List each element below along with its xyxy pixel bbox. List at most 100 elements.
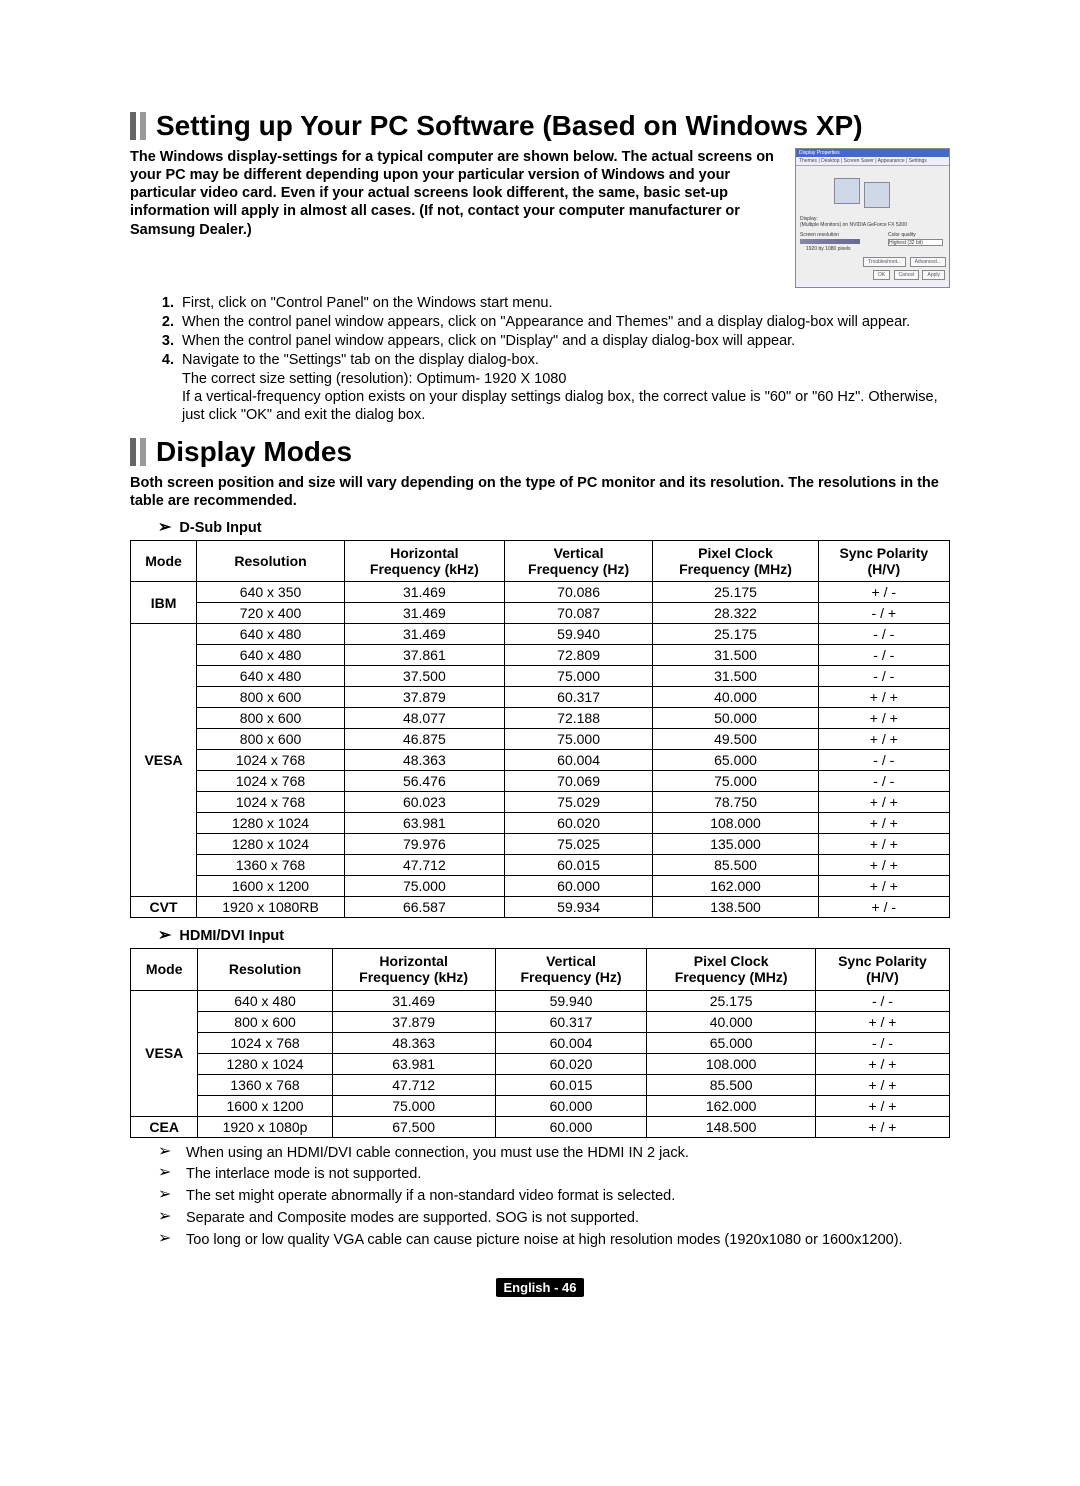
- table-cell: - / -: [818, 645, 949, 666]
- table-cell: 1024 x 768: [197, 750, 345, 771]
- table-cell: 60.015: [504, 855, 653, 876]
- display-properties-dialog: Display Properties Themes | Desktop | Sc…: [795, 148, 950, 288]
- table-row: VESA640 x 48031.46959.94025.175- / -: [131, 624, 950, 645]
- table-cell: 108.000: [653, 813, 818, 834]
- table-header: Vertical Frequency (Hz): [495, 949, 647, 990]
- table-row: 720 x 40031.46970.08728.322- / +: [131, 603, 950, 624]
- table-cell: 37.861: [345, 645, 505, 666]
- dialog-body: Display: (Multiple Monitors) on NVIDIA G…: [796, 166, 949, 256]
- table-cell: 48.077: [345, 708, 505, 729]
- note-text: Separate and Composite modes are support…: [186, 1210, 639, 1226]
- notes-list: ➢When using an HDMI/DVI cable connection…: [158, 1144, 950, 1250]
- note-item: ➢Too long or low quality VGA cable can c…: [158, 1231, 950, 1250]
- arrow-icon: ➢: [158, 1231, 171, 1247]
- table-row: 800 x 60046.87575.00049.500+ / +: [131, 729, 950, 750]
- table-cell: 1024 x 768: [197, 792, 345, 813]
- table-header: Mode: [131, 541, 197, 582]
- table-cell: 31.469: [345, 582, 505, 603]
- table-cell: + / -: [818, 582, 949, 603]
- table-cell: 48.363: [332, 1032, 495, 1053]
- table-row: 1024 x 76848.36360.00465.000- / -: [131, 1032, 950, 1053]
- table-cell: 60.317: [495, 1011, 647, 1032]
- table-cell: 59.940: [495, 990, 647, 1011]
- mode-cell: CEA: [131, 1116, 198, 1137]
- dialog-text: (Multiple Monitors) on NVIDIA GeForce FX…: [800, 222, 907, 228]
- hdmi-table: ModeResolutionHorizontal Frequency (kHz)…: [130, 948, 950, 1137]
- table-cell: 25.175: [653, 582, 818, 603]
- table-cell: 162.000: [653, 876, 818, 897]
- table-cell: 1280 x 1024: [197, 834, 345, 855]
- cancel-button: Cancel: [894, 270, 920, 280]
- table-cell: + / +: [818, 813, 949, 834]
- table-cell: 47.712: [332, 1074, 495, 1095]
- dsub-heading: ➢ D-Sub Input: [158, 520, 950, 536]
- table-cell: 67.500: [332, 1116, 495, 1137]
- table-cell: 60.023: [345, 792, 505, 813]
- note-item: ➢When using an HDMI/DVI cable connection…: [158, 1144, 950, 1163]
- table-cell: 70.087: [504, 603, 653, 624]
- table-cell: 108.000: [647, 1053, 816, 1074]
- section1-title: Setting up Your PC Software (Based on Wi…: [156, 110, 863, 142]
- dsub-table: ModeResolutionHorizontal Frequency (kHz)…: [130, 540, 950, 918]
- table-cell: 37.879: [345, 687, 505, 708]
- table-cell: 60.317: [504, 687, 653, 708]
- table-cell: 640 x 480: [198, 990, 332, 1011]
- table-row: 800 x 60048.07772.18850.000+ / +: [131, 708, 950, 729]
- table-row: 800 x 60037.87960.31740.000+ / +: [131, 687, 950, 708]
- table-cell: 56.476: [345, 771, 505, 792]
- table-row: 1600 x 120075.00060.000162.000+ / +: [131, 1095, 950, 1116]
- table-cell: 1920 x 1080RB: [197, 897, 345, 918]
- table-cell: 31.500: [653, 645, 818, 666]
- table-cell: 63.981: [332, 1053, 495, 1074]
- table-cell: 50.000: [653, 708, 818, 729]
- table-cell: 1024 x 768: [198, 1032, 332, 1053]
- table-cell: 49.500: [653, 729, 818, 750]
- table-row: IBM640 x 35031.46970.08625.175+ / -: [131, 582, 950, 603]
- table-cell: - / -: [818, 771, 949, 792]
- section1-intro: The Windows display-settings for a typic…: [130, 148, 795, 280]
- table-row: 1024 x 76848.36360.00465.000- / -: [131, 750, 950, 771]
- table-cell: + / +: [815, 1074, 949, 1095]
- table-cell: 60.004: [495, 1032, 647, 1053]
- advanced-button: Advanced...: [910, 257, 946, 267]
- table-cell: 138.500: [653, 897, 818, 918]
- table-cell: + / +: [818, 708, 949, 729]
- table-cell: 162.000: [647, 1095, 816, 1116]
- footer-badge: English - 46: [496, 1278, 585, 1297]
- table-cell: + / +: [815, 1116, 949, 1137]
- table-row: 1280 x 102463.98160.020108.000+ / +: [131, 813, 950, 834]
- table-cell: 1280 x 1024: [197, 813, 345, 834]
- table-cell: 78.750: [653, 792, 818, 813]
- arrow-icon: ➢: [158, 1209, 171, 1225]
- table-cell: - / -: [815, 990, 949, 1011]
- table-cell: 65.000: [653, 750, 818, 771]
- table-cell: 75.000: [504, 729, 653, 750]
- table-row: 1024 x 76860.02375.02978.750+ / +: [131, 792, 950, 813]
- heading-bar: [130, 112, 136, 140]
- table-cell: + / +: [815, 1053, 949, 1074]
- table-cell: 1600 x 1200: [197, 876, 345, 897]
- table-row: 1360 x 76847.71260.01585.500+ / +: [131, 1074, 950, 1095]
- table-cell: 47.712: [345, 855, 505, 876]
- table-row: VESA640 x 48031.46959.94025.175- / -: [131, 990, 950, 1011]
- table-cell: 72.809: [504, 645, 653, 666]
- step-item: First, click on "Control Panel" on the W…: [178, 294, 950, 312]
- dialog-text: Color quality: [888, 232, 916, 238]
- step-item: When the control panel window appears, c…: [178, 313, 950, 331]
- step-item: Navigate to the "Settings" tab on the di…: [178, 351, 950, 424]
- dialog-tabs: Themes | Desktop | Screen Saver | Appear…: [796, 157, 949, 166]
- table-cell: + / +: [818, 855, 949, 876]
- table-cell: 1920 x 1080p: [198, 1116, 332, 1137]
- table-cell: - / -: [818, 750, 949, 771]
- table-cell: 75.029: [504, 792, 653, 813]
- dialog-text: 1920 by 1080 pixels: [806, 246, 850, 252]
- note-text: The set might operate abnormally if a no…: [186, 1188, 675, 1204]
- dialog-text: Screen resolution: [800, 232, 839, 238]
- mode-cell: IBM: [131, 582, 197, 624]
- table-cell: 85.500: [653, 855, 818, 876]
- table-cell: 25.175: [653, 624, 818, 645]
- table-row: 1280 x 102463.98160.020108.000+ / +: [131, 1053, 950, 1074]
- table-cell: 75.025: [504, 834, 653, 855]
- table-cell: 800 x 600: [197, 708, 345, 729]
- table-cell: + / +: [815, 1011, 949, 1032]
